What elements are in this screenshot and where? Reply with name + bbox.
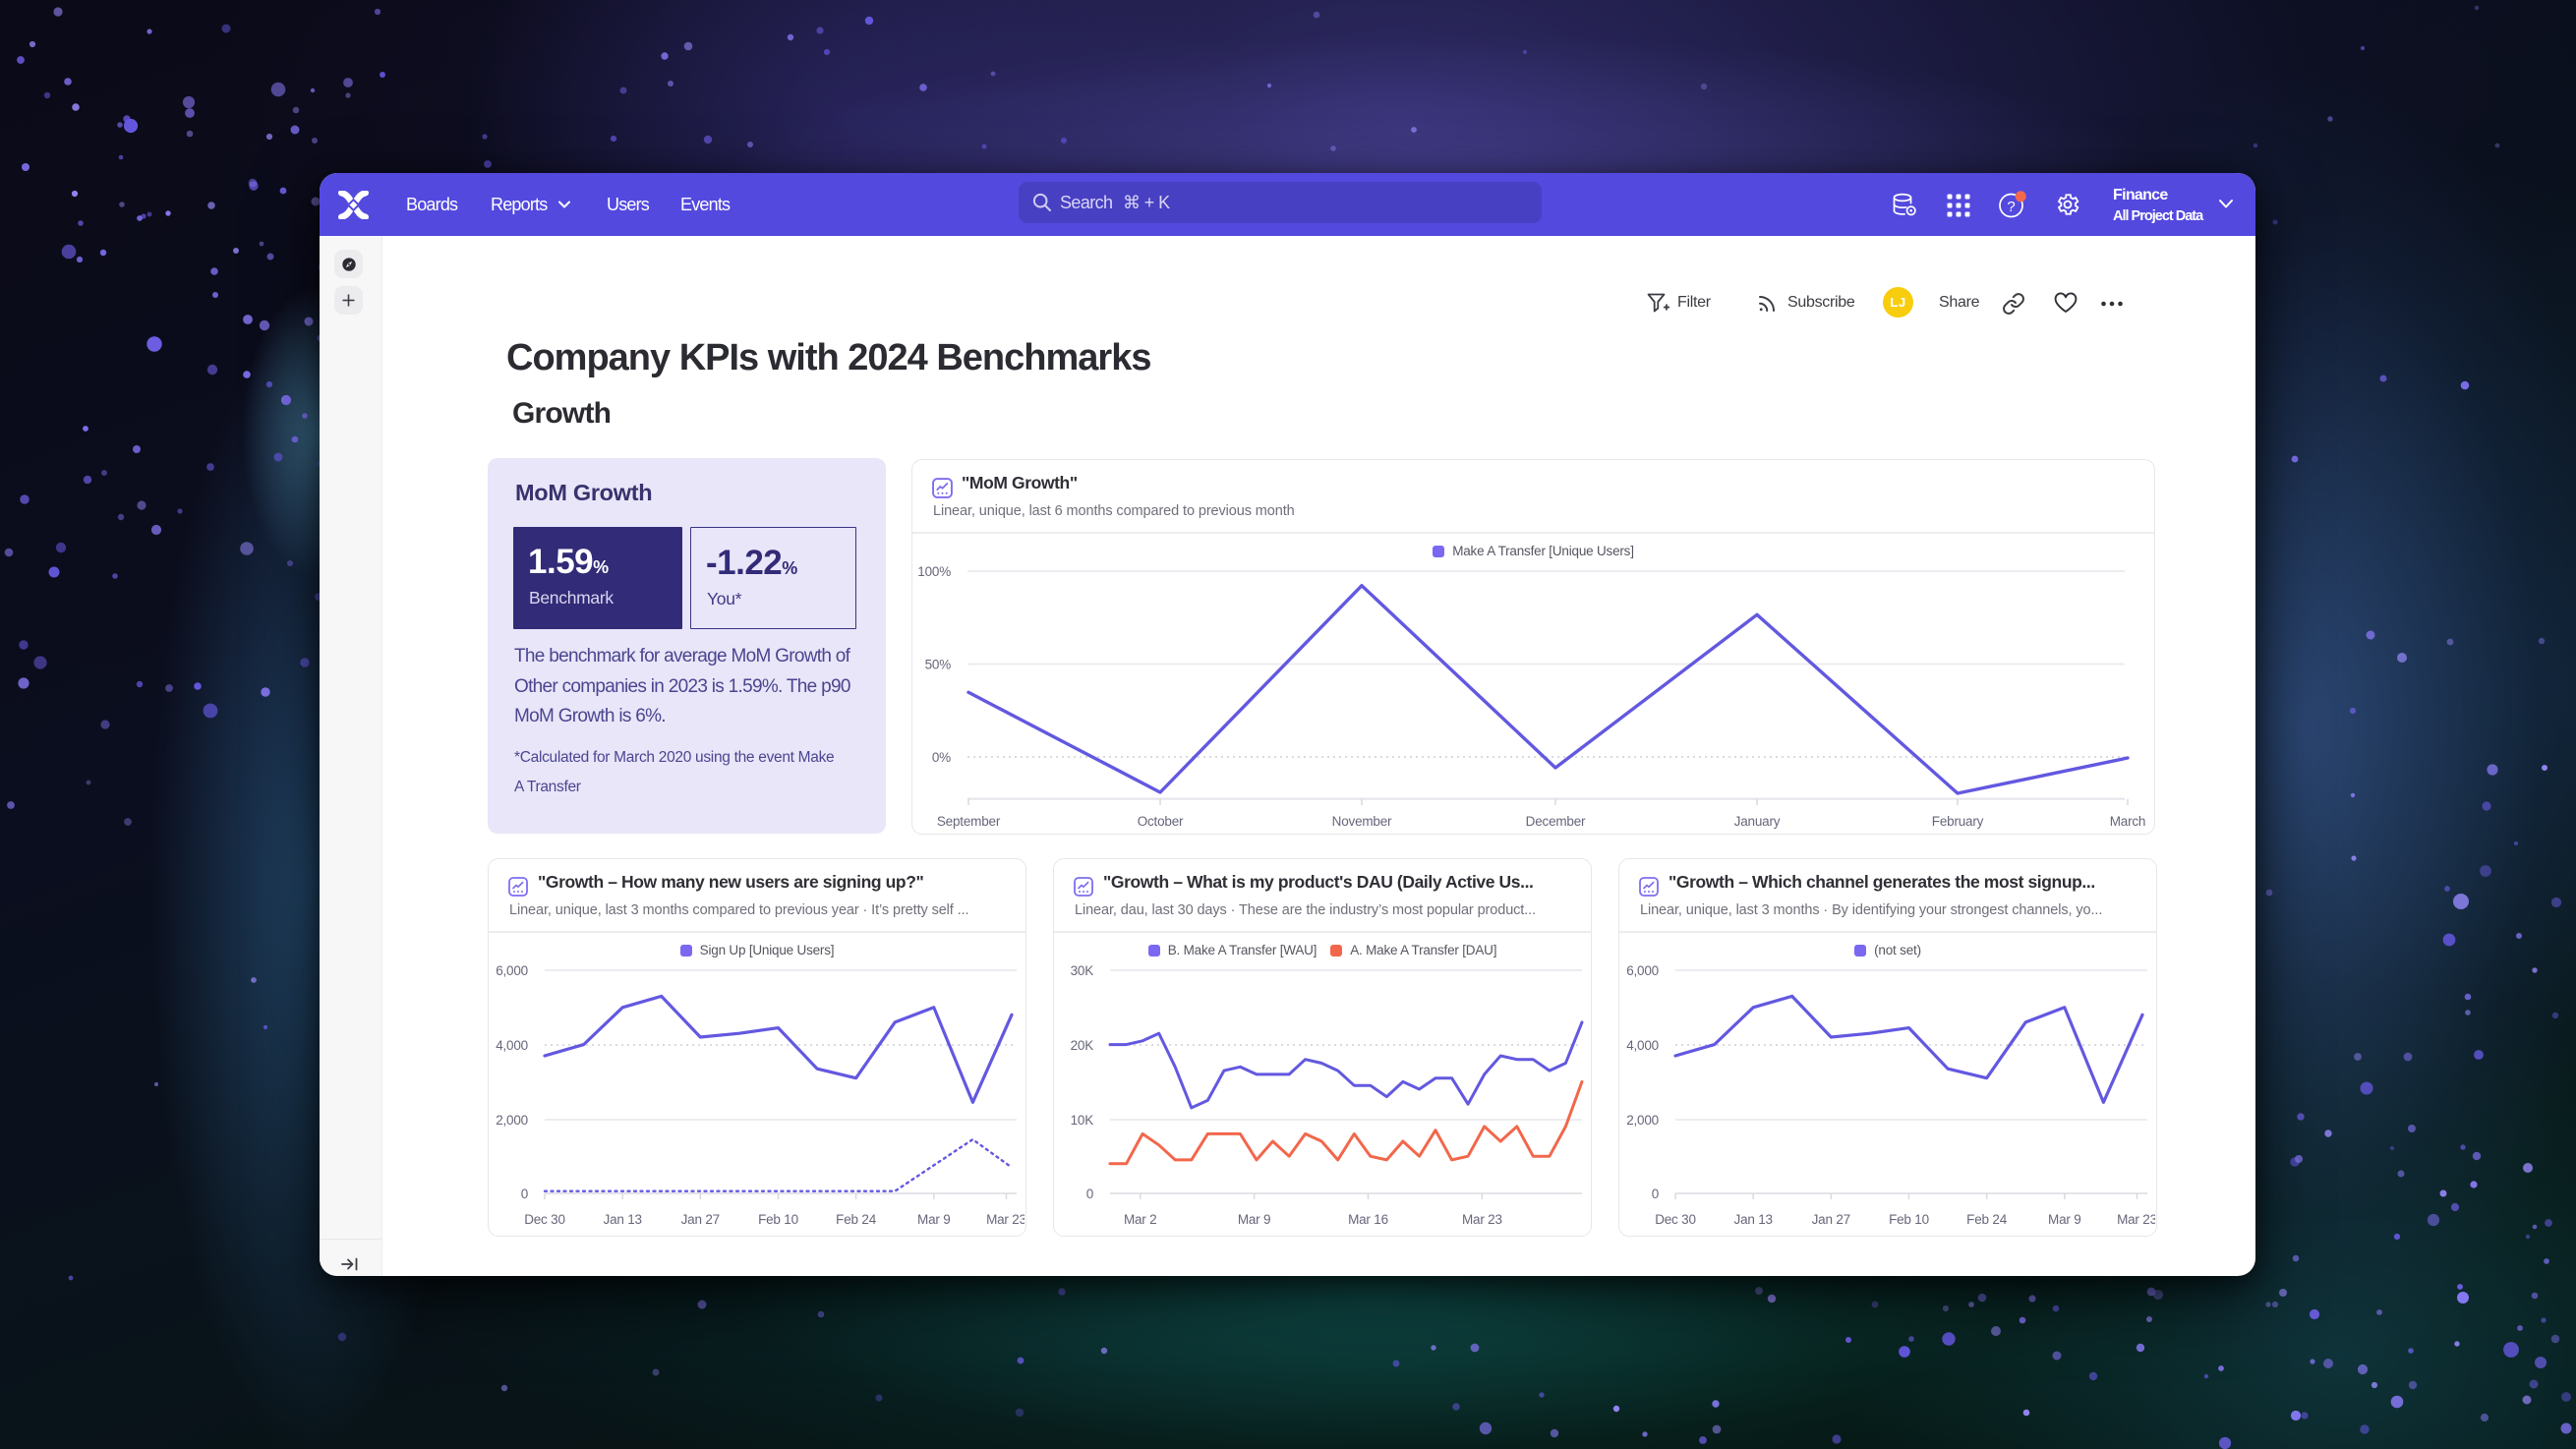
svg-text:Mar 23: Mar 23	[1462, 1212, 1502, 1227]
svg-text:Feb 24: Feb 24	[836, 1212, 877, 1227]
svg-text:Jan 13: Jan 13	[604, 1212, 642, 1227]
svg-text:Feb 10: Feb 10	[758, 1212, 798, 1227]
svg-text:4,000: 4,000	[496, 1038, 528, 1053]
svg-text:?: ?	[2007, 199, 2015, 215]
svg-text:Mar 9: Mar 9	[917, 1212, 951, 1227]
svg-text:September: September	[937, 814, 1001, 829]
svg-text:4,000: 4,000	[1626, 1038, 1659, 1053]
svg-text:February: February	[1932, 814, 1984, 829]
svg-text:Mar 9: Mar 9	[1238, 1212, 1271, 1227]
svg-text:20K: 20K	[1071, 1038, 1094, 1053]
svg-text:Feb 10: Feb 10	[1889, 1212, 1929, 1227]
svg-text:Mar 2: Mar 2	[1124, 1212, 1157, 1227]
svg-text:Feb 24: Feb 24	[1966, 1212, 2008, 1227]
svg-text:March: March	[2110, 814, 2146, 829]
svg-text:50%: 50%	[925, 658, 952, 672]
svg-text:Dec 30: Dec 30	[1655, 1212, 1696, 1227]
svg-text:0: 0	[1086, 1187, 1093, 1201]
svg-text:2,000: 2,000	[496, 1113, 528, 1128]
svg-text:30K: 30K	[1071, 963, 1094, 978]
svg-text:Jan 27: Jan 27	[1812, 1212, 1850, 1227]
svg-text:2,000: 2,000	[1626, 1113, 1659, 1128]
svg-text:Mar 9: Mar 9	[2048, 1212, 2081, 1227]
svg-text:10K: 10K	[1071, 1113, 1094, 1128]
svg-text:100%: 100%	[917, 564, 951, 579]
svg-text:6,000: 6,000	[1626, 963, 1659, 978]
svg-text:Jan 27: Jan 27	[681, 1212, 720, 1227]
svg-text:January: January	[1734, 814, 1781, 829]
svg-text:Mar 16: Mar 16	[1348, 1212, 1388, 1227]
svg-text:Jan 13: Jan 13	[1734, 1212, 1773, 1227]
svg-text:October: October	[1138, 814, 1184, 829]
svg-text:Mar 23: Mar 23	[2117, 1212, 2155, 1227]
svg-text:6,000: 6,000	[496, 963, 528, 978]
svg-text:Dec 30: Dec 30	[524, 1212, 565, 1227]
svg-text:0: 0	[521, 1187, 528, 1201]
svg-text:November: November	[1332, 814, 1392, 829]
svg-text:0: 0	[1652, 1187, 1659, 1201]
svg-text:0%: 0%	[932, 750, 951, 765]
svg-text:December: December	[1526, 814, 1586, 829]
svg-text:Mar 23: Mar 23	[986, 1212, 1025, 1227]
